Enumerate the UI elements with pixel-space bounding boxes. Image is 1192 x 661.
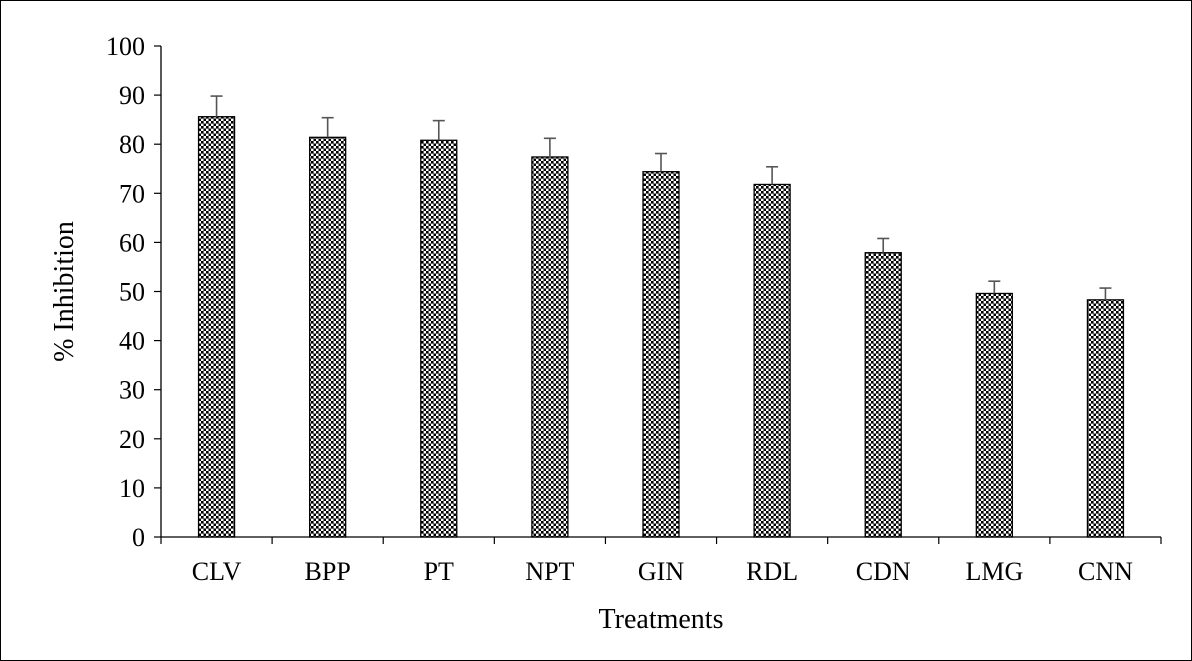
- bar-bpp: [309, 136, 347, 538]
- bars-layer: [197, 116, 1125, 538]
- x-tick-label: RDL: [746, 557, 798, 586]
- bar-gin: [642, 171, 680, 538]
- bar-pt: [420, 139, 458, 538]
- bar-npt: [531, 156, 569, 538]
- y-tick-label: 10: [119, 474, 145, 503]
- y-tick-label: 60: [119, 228, 145, 257]
- y-tick-label: 0: [132, 523, 145, 552]
- x-tick-label: NPT: [525, 557, 574, 586]
- y-tick-label: 90: [119, 81, 145, 110]
- x-tick-label: PT: [424, 557, 454, 586]
- y-tick-label: 20: [119, 425, 145, 454]
- bar-cdn: [864, 252, 902, 538]
- y-ticks: 0 10 20 30 40 50 60 70 80 90 100: [106, 32, 161, 552]
- x-tick-label: LMG: [965, 557, 1023, 586]
- bar-lmg: [975, 292, 1013, 538]
- y-tick-label: 40: [119, 327, 145, 356]
- x-tick-label: BPP: [305, 557, 351, 586]
- x-tick-label: GIN: [638, 557, 684, 586]
- x-axis-title: Treatments: [599, 604, 724, 635]
- x-tick-label: CDN: [856, 557, 911, 586]
- error-bars-layer: [210, 95, 1112, 300]
- y-tick-label: 100: [106, 32, 145, 61]
- y-axis-title: % Inhibition: [49, 221, 80, 362]
- x-tick-label: CLV: [192, 557, 242, 586]
- y-tick-label: 50: [119, 278, 145, 307]
- y-tick-label: 30: [119, 376, 145, 405]
- bar-cnn: [1086, 299, 1125, 538]
- x-ticks: CLV BPP PT NPT GIN RDL CDN LMG CNN: [160, 537, 1162, 586]
- x-tick-label: CNN: [1078, 557, 1133, 586]
- y-tick-label: 80: [119, 130, 145, 159]
- bar-rdl: [753, 183, 791, 538]
- y-tick-label: 70: [119, 179, 145, 208]
- bar-clv: [197, 116, 236, 538]
